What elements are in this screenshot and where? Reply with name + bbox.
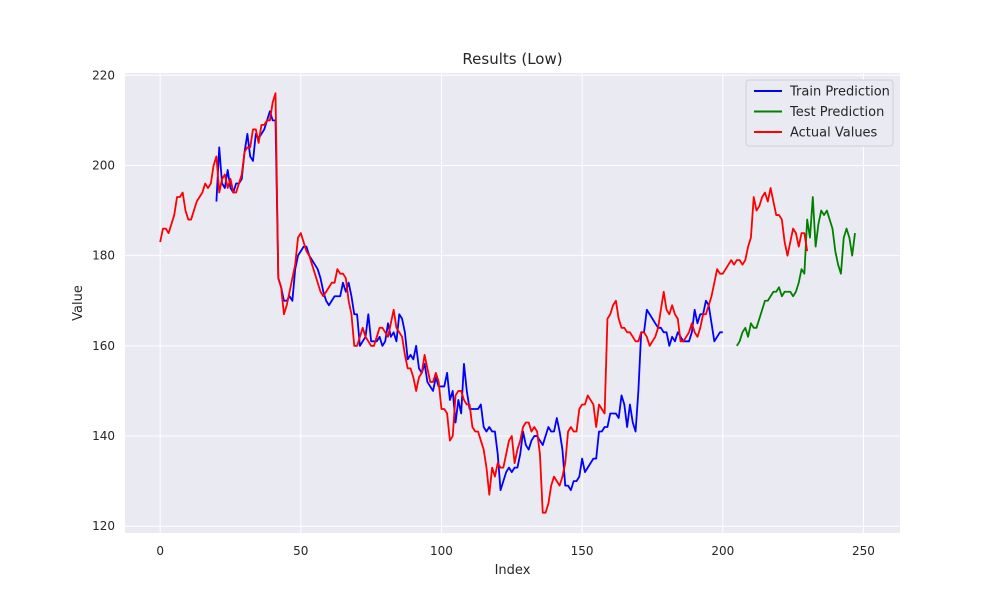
y-tick-label: 120 — [92, 519, 115, 533]
series-lines — [159, 92, 856, 514]
y-tick-label: 160 — [92, 339, 115, 353]
grid — [125, 73, 900, 533]
y-tick-label: 140 — [92, 429, 115, 443]
x-tick-label: 50 — [293, 544, 308, 558]
legend-label-test-prediction: Test Prediction — [789, 105, 884, 120]
legend-label-train-prediction: Train Prediction — [789, 85, 890, 100]
series-test-prediction — [736, 196, 856, 347]
legend: Train Prediction Test Prediction Actual Va… — [745, 79, 894, 147]
x-axis-label: Index — [495, 563, 531, 578]
series-actual-values — [159, 92, 809, 514]
x-tick-label: 200 — [711, 544, 734, 558]
legend-label-actual-values: Actual Values — [790, 126, 878, 141]
y-tick-label: 180 — [92, 249, 115, 263]
x-tick-label: 250 — [852, 544, 875, 558]
y-axis-label: Value — [71, 285, 86, 321]
chart-title: Results (Low) — [462, 50, 562, 68]
x-tick-label: 150 — [571, 544, 594, 558]
y-tick-label: 220 — [92, 68, 115, 82]
y-tick-label: 200 — [92, 158, 115, 172]
x-tick-label: 100 — [430, 544, 453, 558]
legend-box — [745, 79, 894, 147]
x-tick-label: 0 — [156, 544, 164, 558]
tick-labels: 0 50 100 150 200 250 120 140 160 180 200 220 — [92, 68, 875, 558]
